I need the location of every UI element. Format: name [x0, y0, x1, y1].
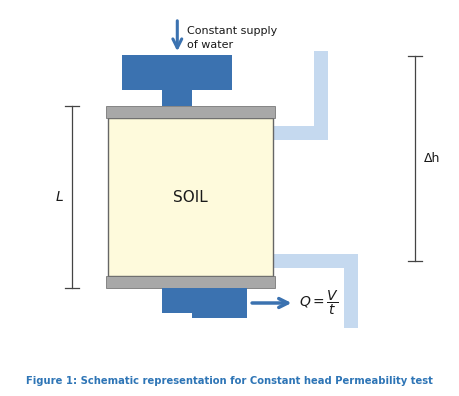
Text: Constant supply
of water: Constant supply of water — [187, 26, 278, 50]
Bar — [162, 90, 192, 106]
Bar — [162, 288, 192, 313]
Text: Δh: Δh — [424, 152, 440, 165]
Text: L: L — [56, 190, 64, 204]
Bar — [273, 254, 358, 268]
Bar — [344, 268, 358, 328]
Bar — [122, 55, 232, 90]
Text: $Q = \dfrac{V}{t}$: $Q = \dfrac{V}{t}$ — [299, 289, 340, 317]
Bar — [192, 288, 247, 318]
Bar — [273, 126, 328, 140]
Bar — [106, 276, 275, 288]
Text: Figure 1: Schematic representation for Constant head Permeability test: Figure 1: Schematic representation for C… — [26, 376, 433, 386]
Bar — [106, 106, 275, 118]
Text: SOIL: SOIL — [173, 190, 208, 204]
Bar — [314, 51, 328, 126]
Bar — [108, 118, 273, 276]
